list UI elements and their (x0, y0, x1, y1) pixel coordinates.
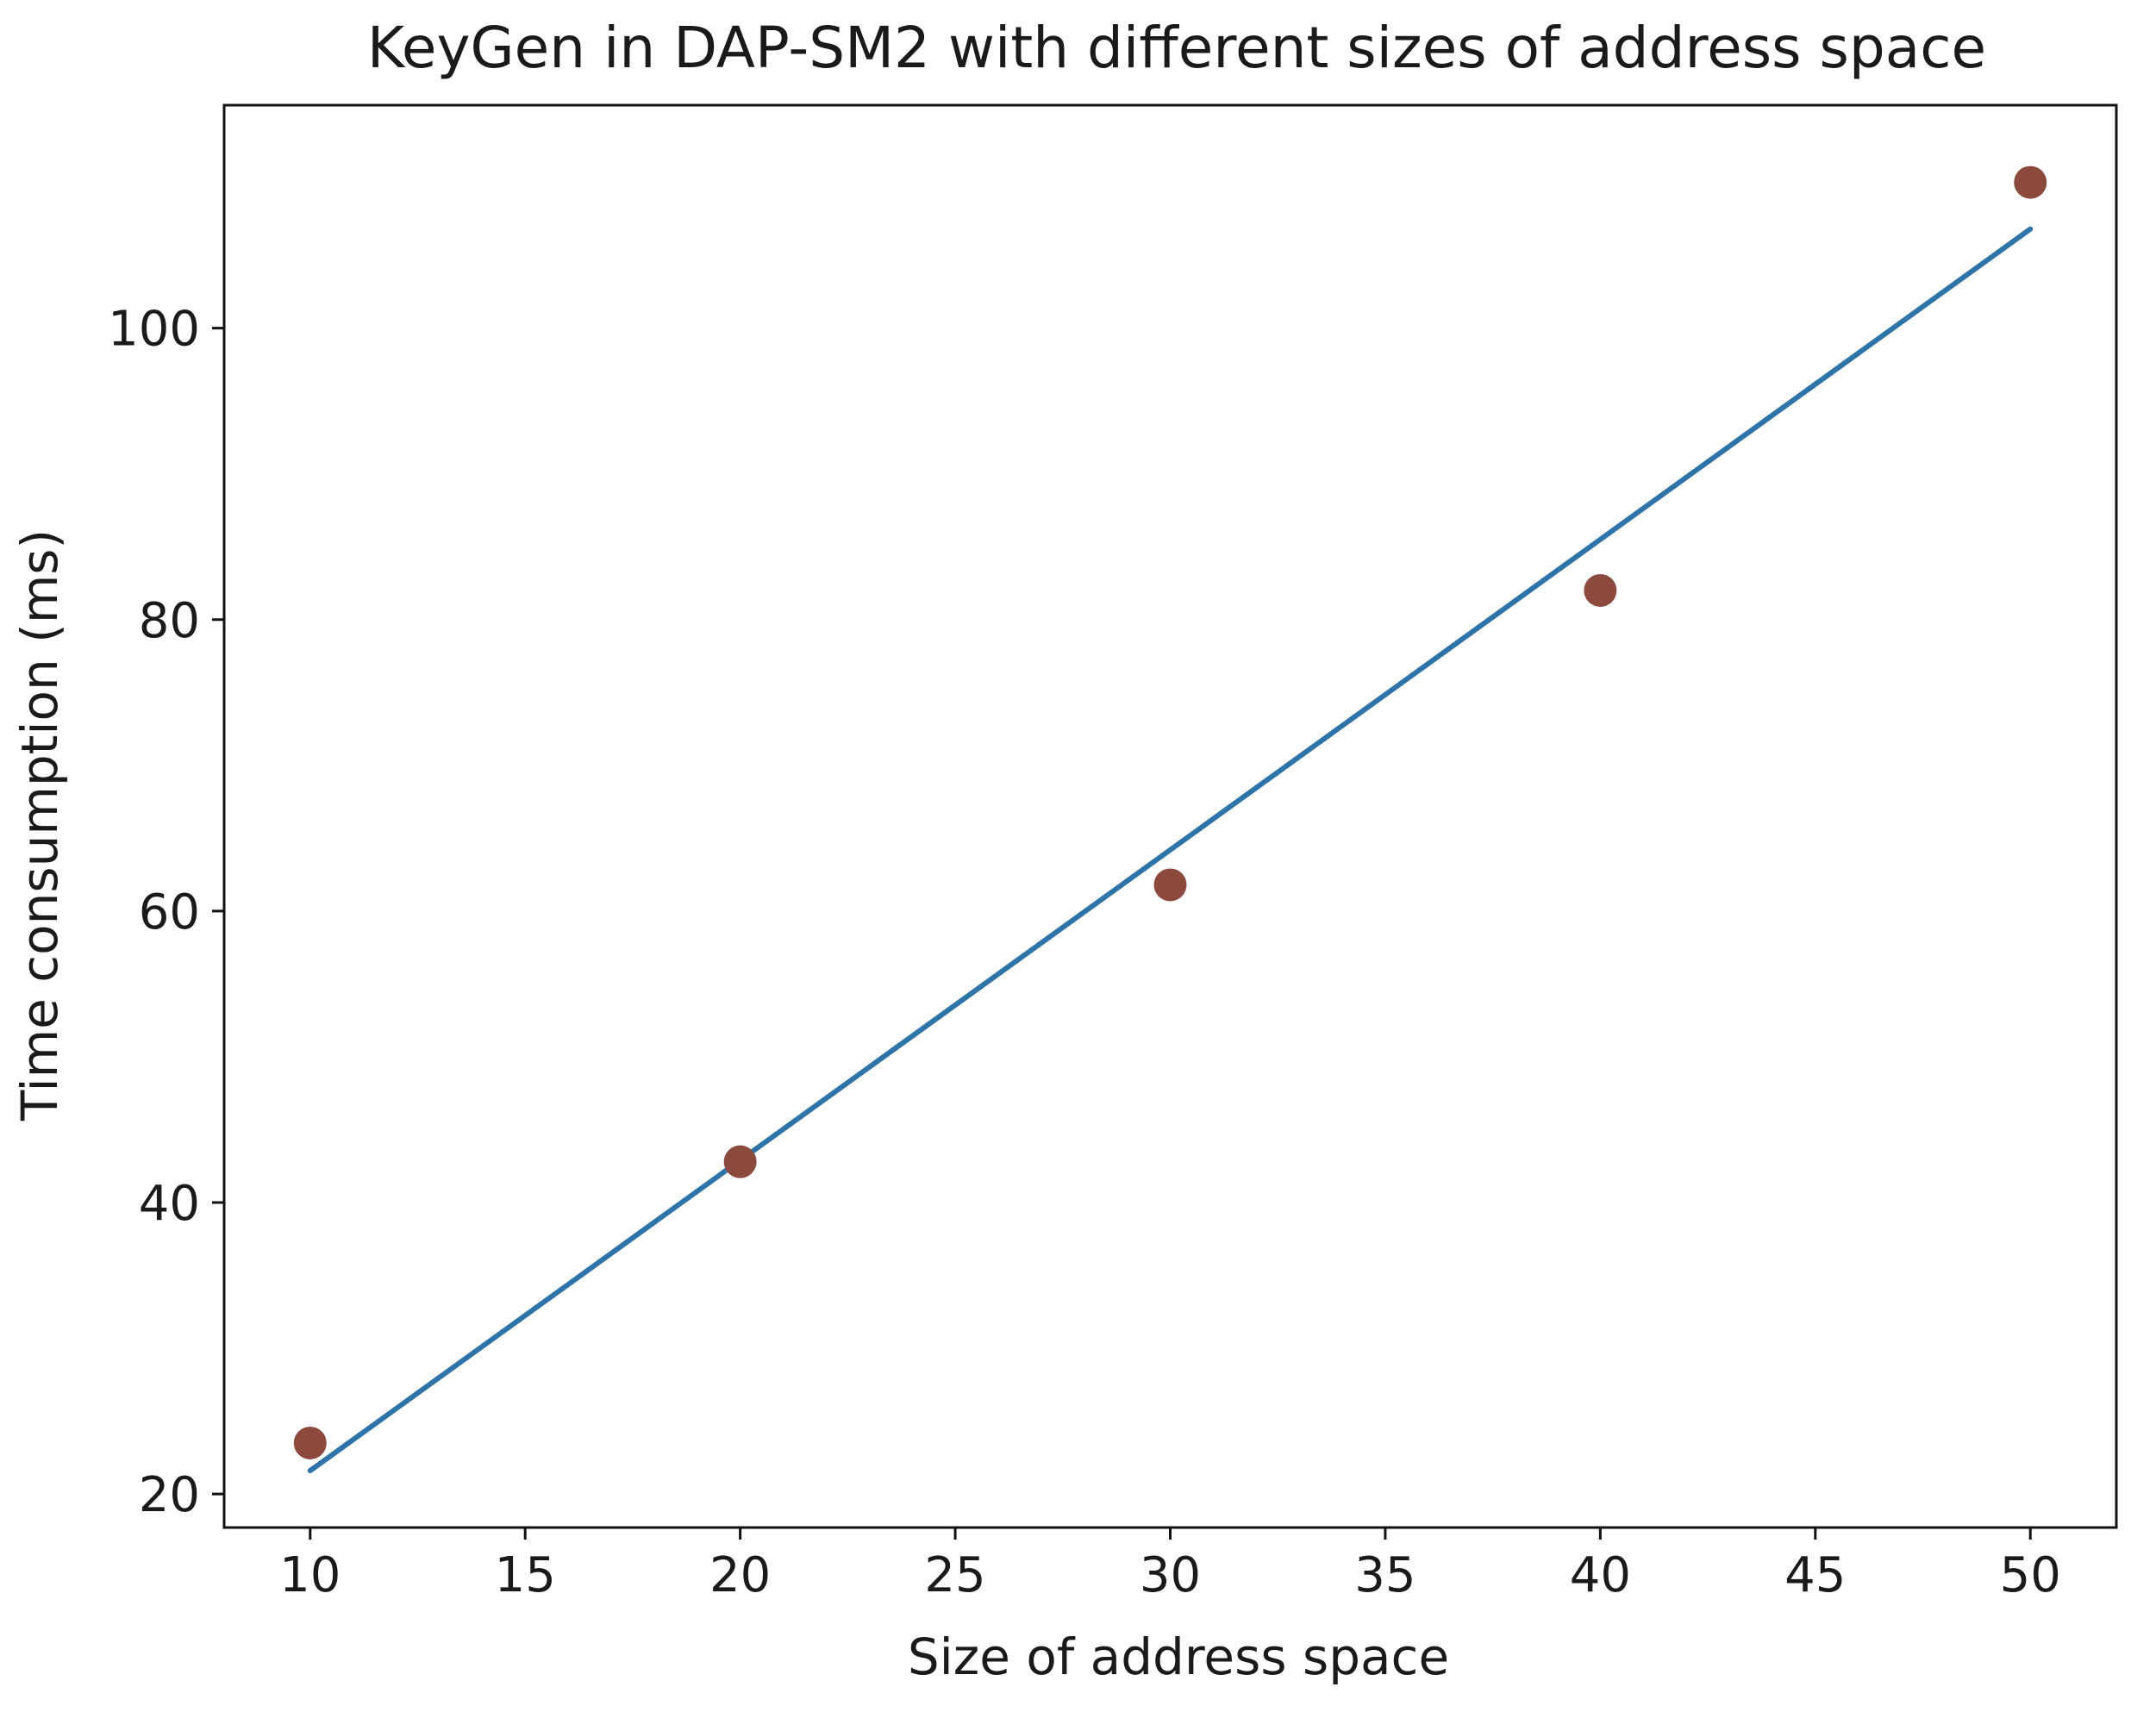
fit-line (307, 226, 2034, 1474)
x-axis-ticks: 10 15 20 25 30 35 40 45 50 (279, 1528, 2061, 1603)
y-tick-label: 80 (139, 593, 200, 649)
y-tick-label: 60 (139, 884, 200, 940)
series-layer (293, 166, 2047, 1474)
scatter-point (2014, 166, 2047, 199)
chart-title: KeyGen in DAP-SM2 with different sizes o… (367, 15, 1986, 81)
scatter-point (1153, 868, 1187, 902)
x-tick-label: 50 (2000, 1547, 2061, 1603)
x-tick-label: 40 (1570, 1547, 1631, 1603)
x-tick-label: 20 (709, 1547, 771, 1603)
y-tick-label: 40 (139, 1176, 200, 1232)
x-tick-label: 45 (1784, 1547, 1846, 1603)
scatter-point (293, 1426, 327, 1459)
x-tick-label: 15 (495, 1547, 556, 1603)
x-axis-label: Size of address space (908, 1628, 1449, 1686)
scatter-point (1584, 573, 1617, 607)
scatter-point (723, 1145, 757, 1178)
y-tick-label: 20 (139, 1467, 200, 1523)
y-tick-label: 100 (108, 302, 200, 358)
x-tick-label: 10 (279, 1547, 341, 1603)
plot-area-frame (222, 103, 2118, 1529)
y-axis-ticks: 20 40 60 80 100 (108, 302, 224, 1523)
x-tick-label: 25 (924, 1547, 985, 1603)
x-tick-label: 35 (1354, 1547, 1415, 1603)
y-axis-label: Time consumption (ms) (10, 529, 69, 1122)
x-tick-label: 30 (1140, 1547, 1201, 1603)
